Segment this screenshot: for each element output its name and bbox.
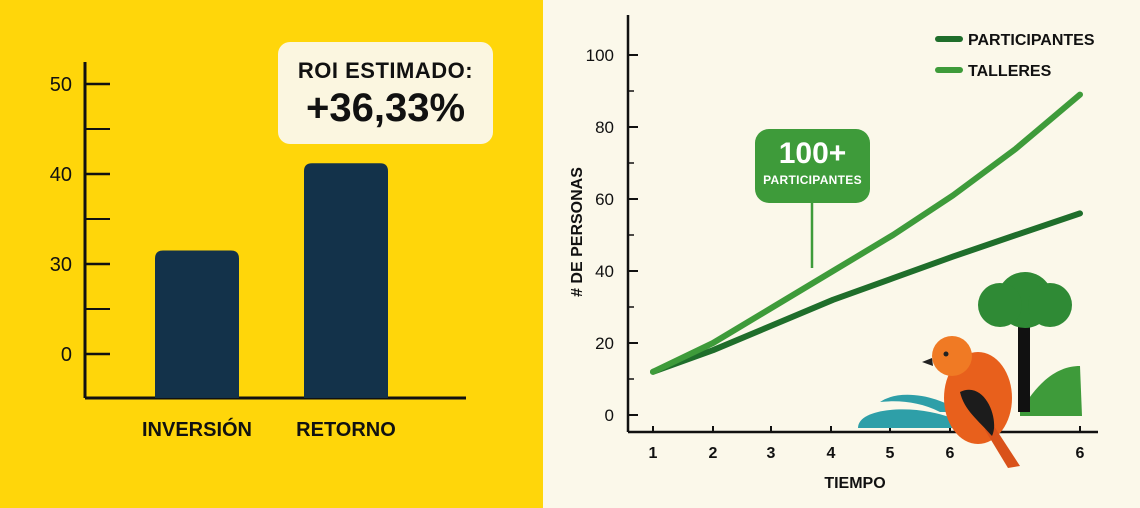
- wave-shape: [858, 409, 974, 428]
- x-tick-label: 3: [767, 445, 776, 462]
- x-tick-label: 6: [1076, 445, 1085, 462]
- legend-label: PARTICIPANTES: [968, 32, 1095, 49]
- roi-annotation: ROI ESTIMADO: +36,33%: [278, 42, 493, 144]
- y-tick-label: 100: [586, 46, 614, 65]
- participants-callout: 100+ PARTICIPANTES: [755, 129, 870, 203]
- y-tick-label: 60: [595, 190, 614, 209]
- y-tick-label: 80: [595, 118, 614, 137]
- bar-chart: 50 40 30 0 INVERSIÓN RETORNO: [50, 62, 466, 441]
- x-axis-label: TIEMPO: [824, 475, 885, 492]
- x-tick-label: INVERSIÓN: [142, 417, 252, 441]
- callout-number: 100+: [778, 137, 847, 170]
- x-tick-label: RETORNO: [296, 419, 396, 441]
- callout-text: PARTICIPANTES: [763, 173, 862, 187]
- bird-head: [932, 336, 972, 376]
- bar: [304, 163, 388, 398]
- x-tick-label: 4: [827, 445, 836, 462]
- bird-tail: [985, 420, 1020, 468]
- y-tick-label: 0: [61, 344, 72, 366]
- legend-label: TALLERES: [968, 63, 1052, 80]
- x-tick-label: 1: [649, 445, 658, 462]
- y-tick-label: 50: [50, 74, 72, 96]
- x-tick-label: 6: [946, 445, 955, 462]
- bar: [155, 250, 239, 398]
- tree-trunk: [1018, 318, 1030, 412]
- line-chart: 100 80 60 40 20 0 1 2 3 4 5 6 6 # DE PERSONAS TIEMP…: [569, 15, 1098, 492]
- y-axis-label: # DE PERSONAS: [569, 167, 586, 297]
- y-tick-label: 0: [605, 406, 614, 425]
- wave-shape-small: [880, 394, 960, 412]
- scene-illustration: [858, 272, 1082, 468]
- series-line-talleres: [650, 91, 1083, 375]
- bird-wing: [960, 389, 995, 436]
- line-chart-panel: [543, 0, 1140, 508]
- x-tick-label: 5: [886, 445, 895, 462]
- y-tick-label: 40: [595, 262, 614, 281]
- y-tick-label: 40: [50, 164, 72, 186]
- y-tick-label: 20: [595, 334, 614, 353]
- bird-beak: [922, 358, 933, 366]
- x-tick-label: 2: [709, 445, 718, 462]
- bird-eye: [943, 351, 949, 357]
- bush-shape: [1020, 366, 1082, 416]
- roi-label: ROI ESTIMADO:: [297, 58, 474, 83]
- y-tick-label: 30: [50, 254, 72, 276]
- series-line-participantes: [650, 210, 1083, 375]
- roi-value: +36,33%: [305, 86, 466, 130]
